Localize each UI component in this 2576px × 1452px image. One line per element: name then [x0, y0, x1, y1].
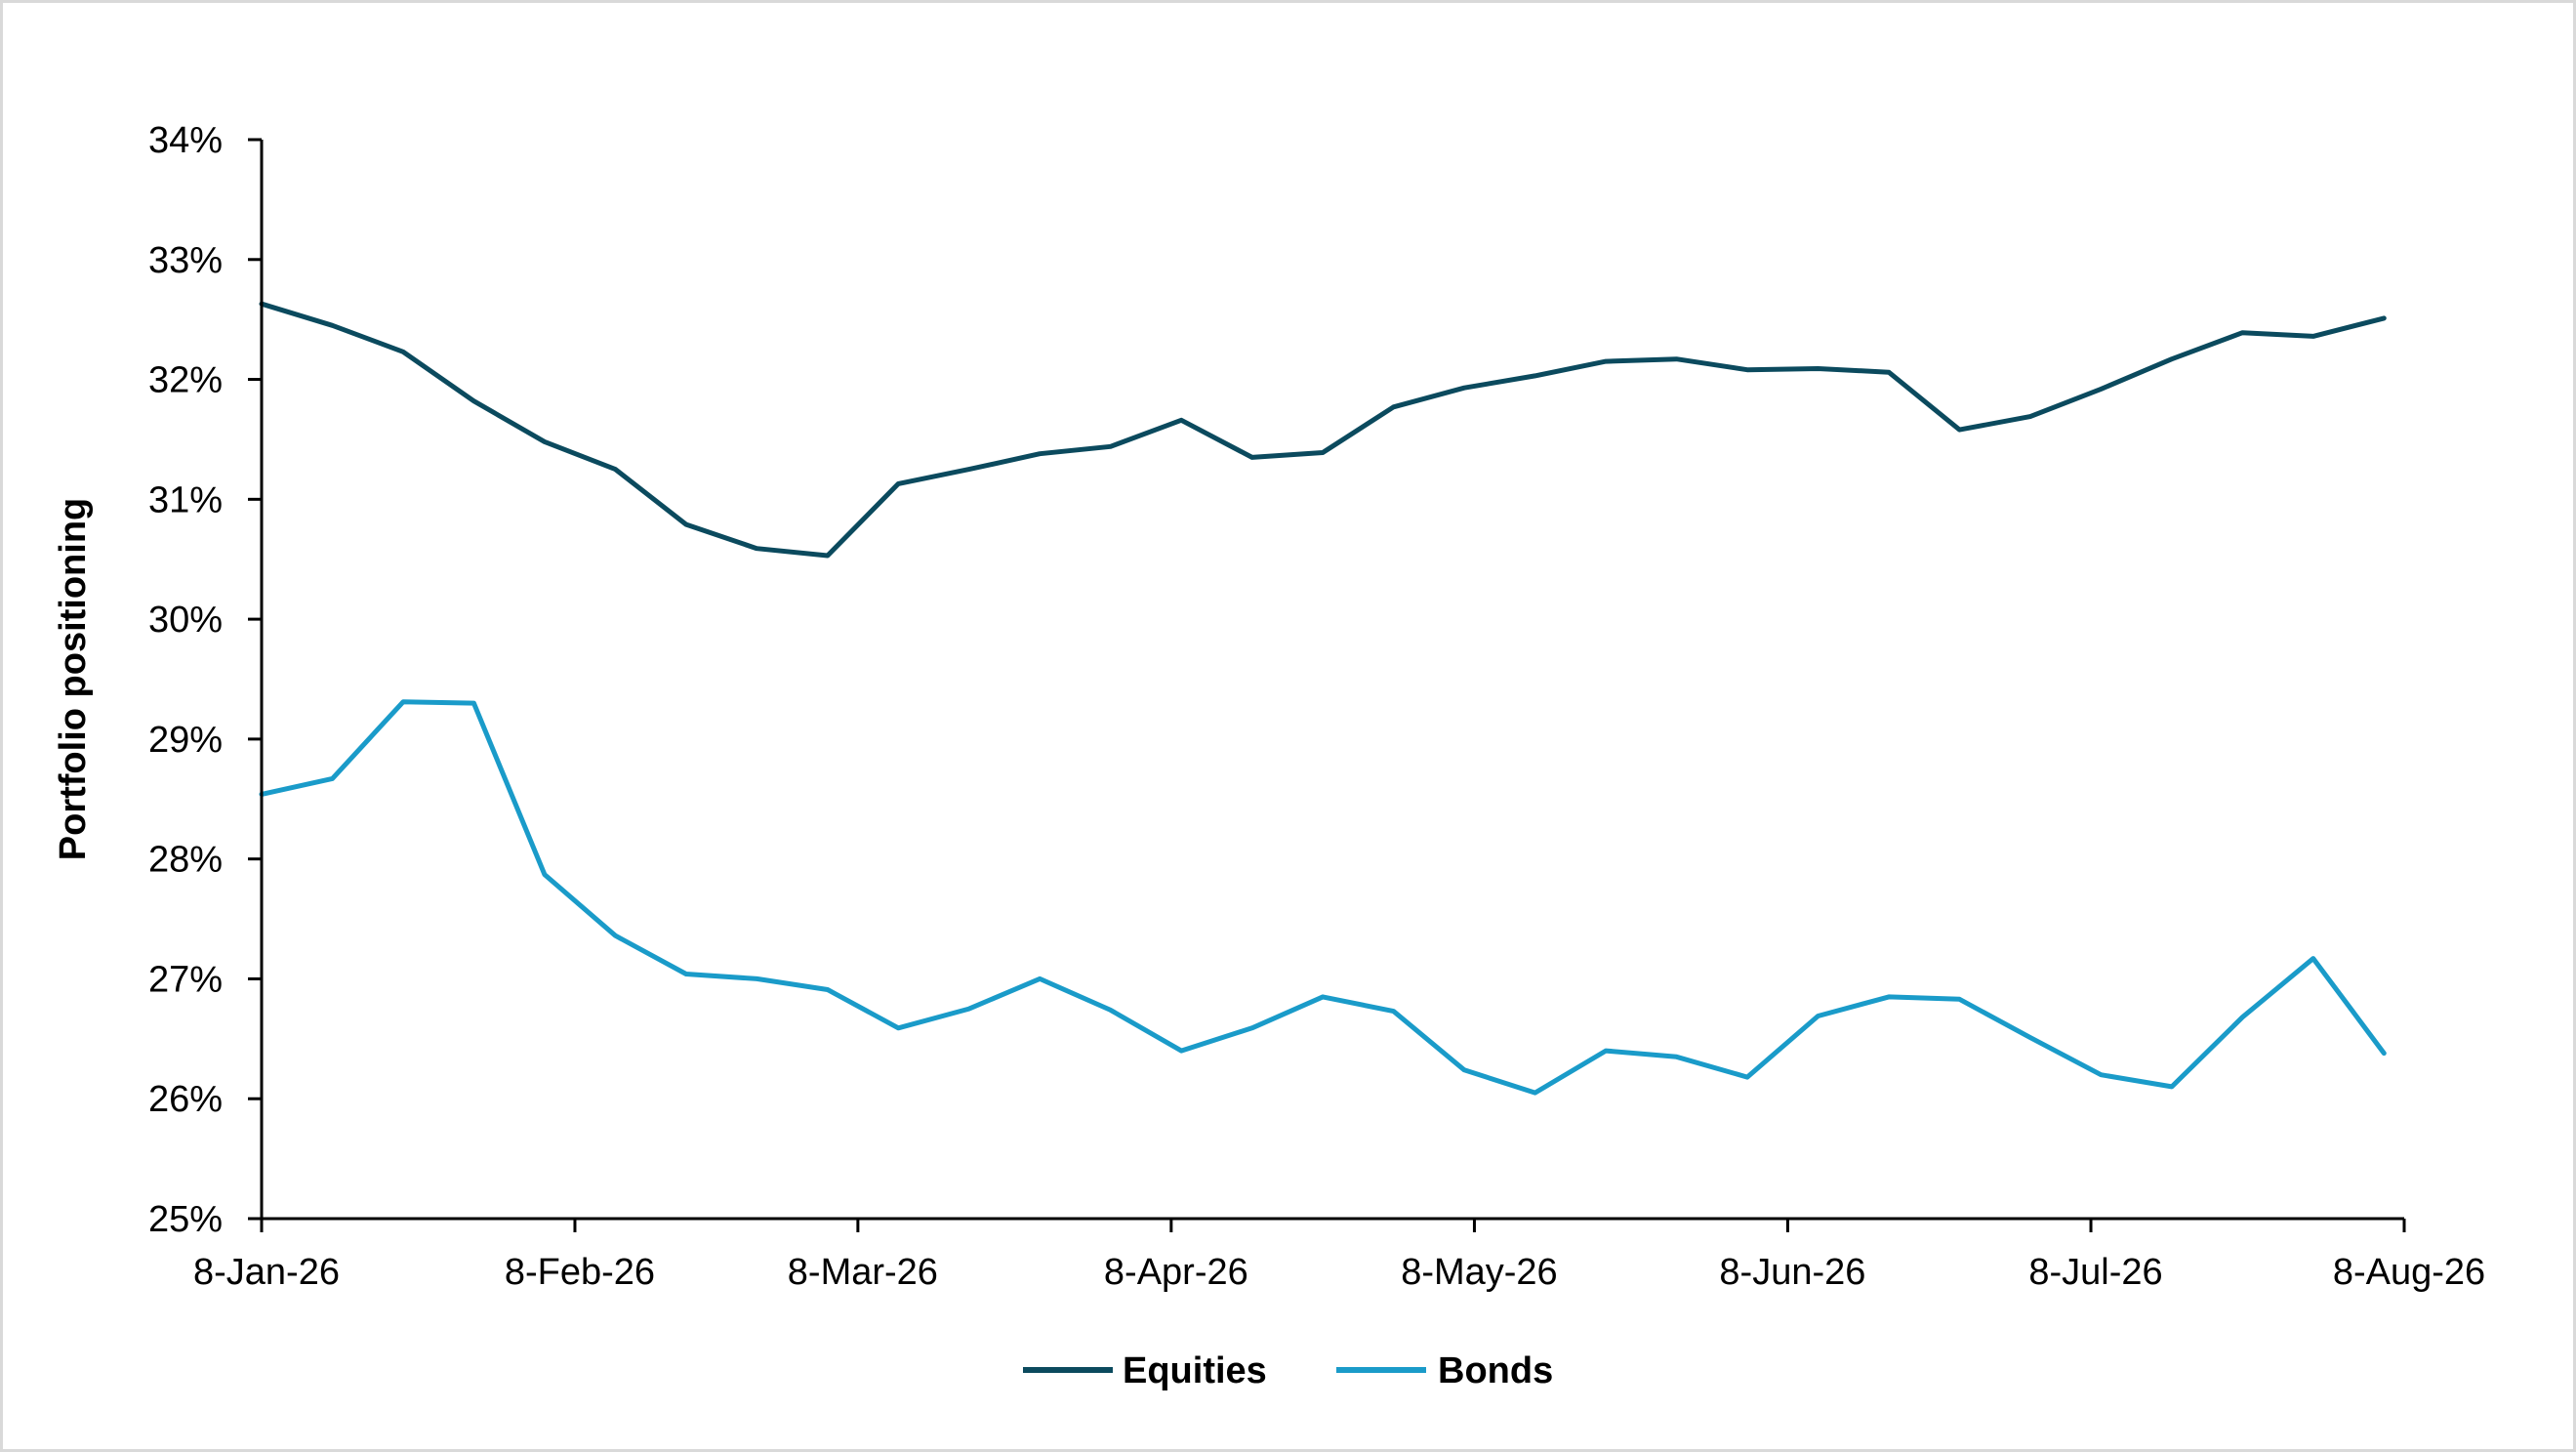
y-tick-label: 33%: [148, 240, 223, 281]
x-tick-label: 8-Jan-26: [193, 1252, 340, 1293]
y-tick-label: 31%: [148, 479, 223, 520]
x-axis-ticks: 8-Jan-26 8-Feb-26 8-Mar-26 8-Apr-26 8-May-26…: [193, 1219, 2485, 1293]
y-tick-label: 26%: [148, 1079, 223, 1120]
x-tick-label: 8-Aug-26: [2333, 1252, 2485, 1293]
y-tick-label: 32%: [148, 360, 223, 401]
legend-label-bonds: Bonds: [1438, 1350, 1553, 1391]
y-tick-label: 27%: [148, 959, 223, 1000]
y-axis-title: Portfolio positioning: [53, 498, 94, 860]
legend-label-equities: Equities: [1123, 1350, 1267, 1391]
line-chart: 25%26%27%28%29%30%31%32%33%34% 8-Jan-26 8…: [53, 120, 2485, 1391]
y-tick-label: 34%: [148, 120, 223, 161]
x-tick-label: 8-Jun-26: [1719, 1252, 1865, 1293]
series-layer: [259, 301, 2387, 1096]
x-tick-label: 8-Feb-26: [505, 1252, 655, 1293]
x-tick-label: 8-May-26: [1401, 1252, 1558, 1293]
series-line-bonds: [259, 699, 2387, 1096]
y-tick-label: 30%: [148, 600, 223, 641]
x-tick-label: 8-Mar-26: [788, 1252, 938, 1293]
y-tick-label: 28%: [148, 840, 223, 881]
x-tick-label: 8-Jul-26: [2028, 1252, 2162, 1293]
legend: Equities Bonds: [1023, 1350, 1553, 1391]
y-tick-label: 25%: [148, 1199, 223, 1240]
series-line-equities: [259, 301, 2387, 559]
x-tick-label: 8-Apr-26: [1104, 1252, 1248, 1293]
y-axis-ticks: 25% 26% 27% 28% 29% 30% 31% 32% 33% 34%: [148, 120, 262, 1240]
y-tick-label: 29%: [148, 720, 223, 761]
